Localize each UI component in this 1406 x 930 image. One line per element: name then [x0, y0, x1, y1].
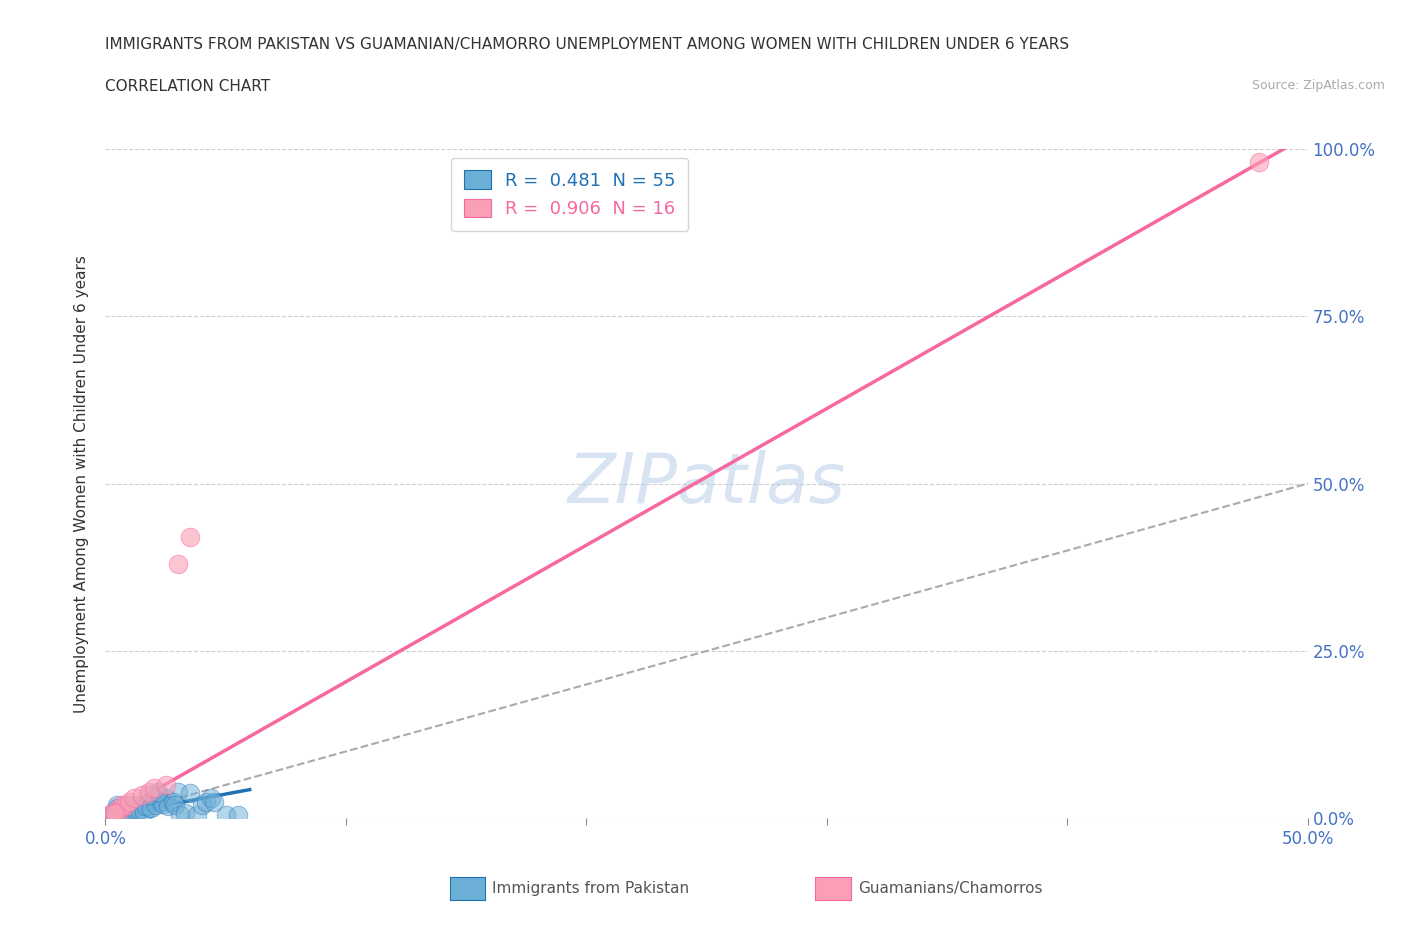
- Point: [98, 807, 121, 822]
- Point: [142, 781, 165, 796]
- Point: [97, 810, 120, 825]
- Point: [124, 790, 146, 805]
- Text: ZIPatlas: ZIPatlas: [568, 450, 845, 517]
- Point: [107, 798, 129, 813]
- Point: [156, 799, 179, 814]
- Point: [111, 803, 134, 817]
- Point: [166, 556, 188, 571]
- Point: [107, 801, 129, 816]
- Point: [118, 794, 141, 809]
- Point: [104, 805, 127, 820]
- Point: [98, 809, 121, 824]
- Point: [1249, 154, 1271, 169]
- Point: [108, 807, 131, 822]
- Point: [107, 807, 129, 822]
- Point: [104, 805, 127, 820]
- Point: [226, 807, 249, 822]
- Point: [131, 788, 153, 803]
- Point: [101, 804, 124, 819]
- Point: [138, 788, 160, 803]
- Point: [101, 807, 124, 822]
- Point: [169, 807, 191, 822]
- Point: [139, 801, 162, 816]
- Point: [128, 803, 150, 817]
- Point: [98, 807, 121, 822]
- Text: Guamanians/Chamorros: Guamanians/Chamorros: [858, 881, 1042, 896]
- Point: [98, 811, 121, 826]
- Point: [108, 804, 131, 819]
- Point: [179, 530, 201, 545]
- Point: [132, 804, 155, 819]
- Point: [125, 798, 148, 813]
- Point: [104, 811, 127, 826]
- Point: [162, 795, 184, 810]
- Point: [114, 810, 136, 825]
- Point: [114, 799, 136, 814]
- Point: [142, 794, 165, 809]
- Point: [107, 804, 129, 819]
- Point: [114, 801, 136, 816]
- Point: [148, 788, 170, 803]
- Point: [148, 784, 170, 799]
- Point: [108, 801, 131, 816]
- Point: [118, 798, 141, 813]
- Point: [121, 805, 143, 820]
- Point: [97, 811, 120, 826]
- Point: [115, 804, 138, 819]
- Point: [138, 784, 160, 799]
- Text: CORRELATION CHART: CORRELATION CHART: [105, 79, 270, 94]
- Point: [101, 811, 124, 826]
- Point: [166, 784, 188, 799]
- Point: [138, 801, 160, 816]
- Point: [111, 798, 134, 813]
- Point: [145, 798, 167, 813]
- Point: [155, 777, 177, 792]
- Point: [165, 798, 187, 813]
- Point: [118, 807, 141, 822]
- Point: [214, 807, 236, 822]
- Point: [104, 809, 127, 824]
- Point: [155, 790, 177, 805]
- Text: Source: ZipAtlas.com: Source: ZipAtlas.com: [1251, 79, 1385, 92]
- Point: [179, 786, 201, 801]
- Point: [200, 790, 222, 805]
- Point: [152, 796, 174, 811]
- Point: [202, 794, 225, 809]
- Y-axis label: Unemployment Among Women with Children Under 6 years: Unemployment Among Women with Children U…: [75, 255, 90, 712]
- Point: [195, 794, 218, 809]
- Point: [190, 798, 212, 813]
- Legend: R =  0.481  N = 55, R =  0.906  N = 16: R = 0.481 N = 55, R = 0.906 N = 16: [451, 158, 689, 231]
- Point: [186, 807, 208, 822]
- Point: [111, 809, 134, 824]
- Point: [135, 799, 157, 814]
- Point: [124, 801, 146, 816]
- Point: [101, 805, 124, 820]
- Point: [125, 804, 148, 819]
- Point: [149, 794, 172, 809]
- Text: Immigrants from Pakistan: Immigrants from Pakistan: [492, 881, 689, 896]
- Point: [173, 805, 195, 820]
- Point: [131, 798, 153, 813]
- Text: IMMIGRANTS FROM PAKISTAN VS GUAMANIAN/CHAMORRO UNEMPLOYMENT AMONG WOMEN WITH CHI: IMMIGRANTS FROM PAKISTAN VS GUAMANIAN/CH…: [105, 37, 1070, 52]
